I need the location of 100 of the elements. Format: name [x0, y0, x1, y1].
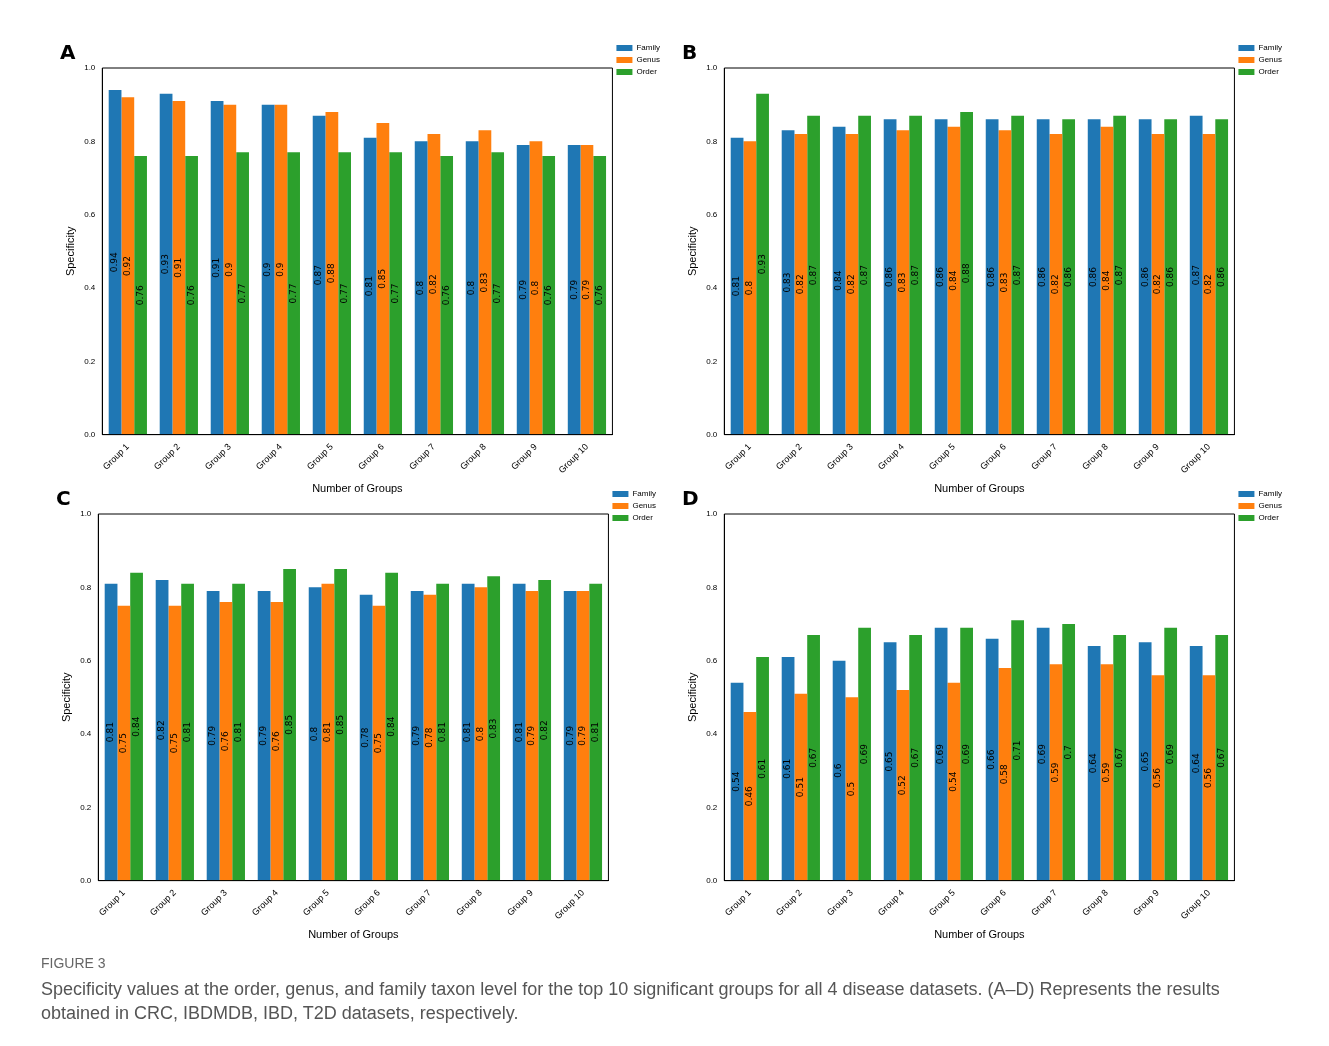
- data-label: 0.83: [488, 718, 498, 739]
- bar: [756, 656, 769, 881]
- bar: [1151, 675, 1165, 881]
- bar: [1100, 126, 1114, 435]
- legend-label: Order: [1258, 513, 1280, 523]
- bar: [440, 155, 454, 435]
- legend-label: Order: [1258, 67, 1280, 77]
- legend-label: Family: [1258, 489, 1282, 499]
- bar: [478, 130, 492, 435]
- bar: [756, 93, 769, 435]
- data-label: 0.61: [782, 758, 793, 779]
- data-label: 0.69: [935, 743, 946, 765]
- bar: [491, 152, 505, 435]
- data-label: 0.87: [313, 265, 324, 286]
- legend-label: Order: [632, 513, 654, 523]
- bar: [845, 697, 859, 881]
- bar: [210, 101, 224, 435]
- y-tick-label: 0.4: [84, 283, 96, 293]
- bar: [934, 119, 948, 435]
- bar: [883, 642, 897, 881]
- data-label: 0.81: [322, 722, 333, 743]
- data-label: 0.85: [334, 714, 345, 735]
- data-label: 0.85: [377, 268, 388, 289]
- data-label: 0.84: [833, 270, 844, 291]
- bar: [593, 155, 607, 435]
- bar: [858, 115, 871, 435]
- y-tick-label: 0.2: [84, 356, 96, 366]
- y-tick-label: 0.4: [706, 283, 718, 293]
- chart-title: D: [682, 486, 699, 511]
- y-tick-label: 1.0: [706, 509, 718, 519]
- y-axis-title: Specificity: [685, 672, 698, 723]
- data-label: 0.46: [744, 786, 755, 807]
- chart-title: C: [56, 486, 71, 511]
- bar: [461, 583, 475, 881]
- data-label: 0.91: [211, 257, 222, 278]
- bar: [529, 141, 543, 435]
- data-label: 0.59: [1101, 762, 1112, 783]
- bar: [580, 144, 594, 435]
- data-label: 0.8: [475, 726, 486, 742]
- bar: [781, 130, 795, 435]
- bar: [1189, 645, 1203, 881]
- data-label: 0.87: [1011, 265, 1022, 286]
- data-label: 0.88: [960, 263, 971, 284]
- bar: [998, 667, 1012, 881]
- data-label: 0.82: [428, 274, 439, 295]
- y-axis-title: Specificity: [63, 226, 76, 277]
- data-label: 0.8: [415, 280, 426, 296]
- legend-label: Family: [636, 43, 660, 53]
- bar: [338, 152, 351, 435]
- bar: [1202, 675, 1216, 881]
- bar: [1100, 664, 1114, 881]
- data-label: 0.54: [731, 771, 742, 792]
- data-label: 0.86: [1062, 266, 1073, 287]
- bar: [236, 152, 249, 435]
- legend-label: Order: [636, 67, 658, 77]
- bar: [567, 144, 581, 435]
- data-label: 0.5: [846, 781, 857, 797]
- data-label: 0.82: [1203, 274, 1214, 295]
- y-tick-label: 0.0: [706, 875, 718, 885]
- data-label: 0.66: [986, 749, 997, 770]
- data-label: 0.83: [999, 272, 1010, 293]
- data-label: 0.71: [1011, 740, 1022, 761]
- bar: [325, 112, 339, 435]
- bar: [1113, 115, 1127, 435]
- bar: [1113, 634, 1127, 881]
- bar: [563, 590, 577, 881]
- data-label: 0.54: [948, 771, 959, 792]
- bar: [1138, 119, 1152, 435]
- data-label: 0.82: [1152, 274, 1163, 295]
- y-tick-label: 0.0: [84, 429, 96, 439]
- data-label: 0.81: [232, 722, 243, 743]
- data-label: 0.81: [105, 722, 116, 743]
- bar: [516, 144, 530, 435]
- bar: [465, 141, 479, 435]
- bar: [858, 627, 871, 881]
- bar: [1215, 119, 1229, 435]
- data-label: 0.86: [1165, 266, 1176, 287]
- data-label: 0.7: [1062, 745, 1073, 760]
- data-label: 0.79: [564, 725, 575, 746]
- bar: [896, 130, 910, 435]
- data-label: 0.87: [858, 265, 869, 286]
- data-label: 0.69: [960, 743, 971, 765]
- data-label: 0.56: [1152, 767, 1163, 788]
- data-label: 0.67: [909, 747, 920, 768]
- bar: [261, 104, 275, 435]
- bar: [1151, 133, 1165, 435]
- bar: [376, 122, 390, 435]
- x-axis-title: Number of Groups: [308, 928, 400, 941]
- y-tick-label: 1.0: [706, 63, 718, 73]
- y-tick-label: 0.2: [706, 356, 718, 366]
- bar: [794, 133, 808, 435]
- data-label: 0.56: [1203, 767, 1214, 788]
- x-axis-title: Number of Groups: [312, 482, 404, 495]
- bar: [1087, 119, 1101, 435]
- bar: [985, 638, 999, 881]
- bar: [1202, 133, 1216, 435]
- data-label: 0.61: [756, 758, 767, 779]
- data-label: 0.81: [731, 276, 742, 297]
- y-axis-title: Specificity: [59, 672, 72, 723]
- bar: [474, 587, 488, 881]
